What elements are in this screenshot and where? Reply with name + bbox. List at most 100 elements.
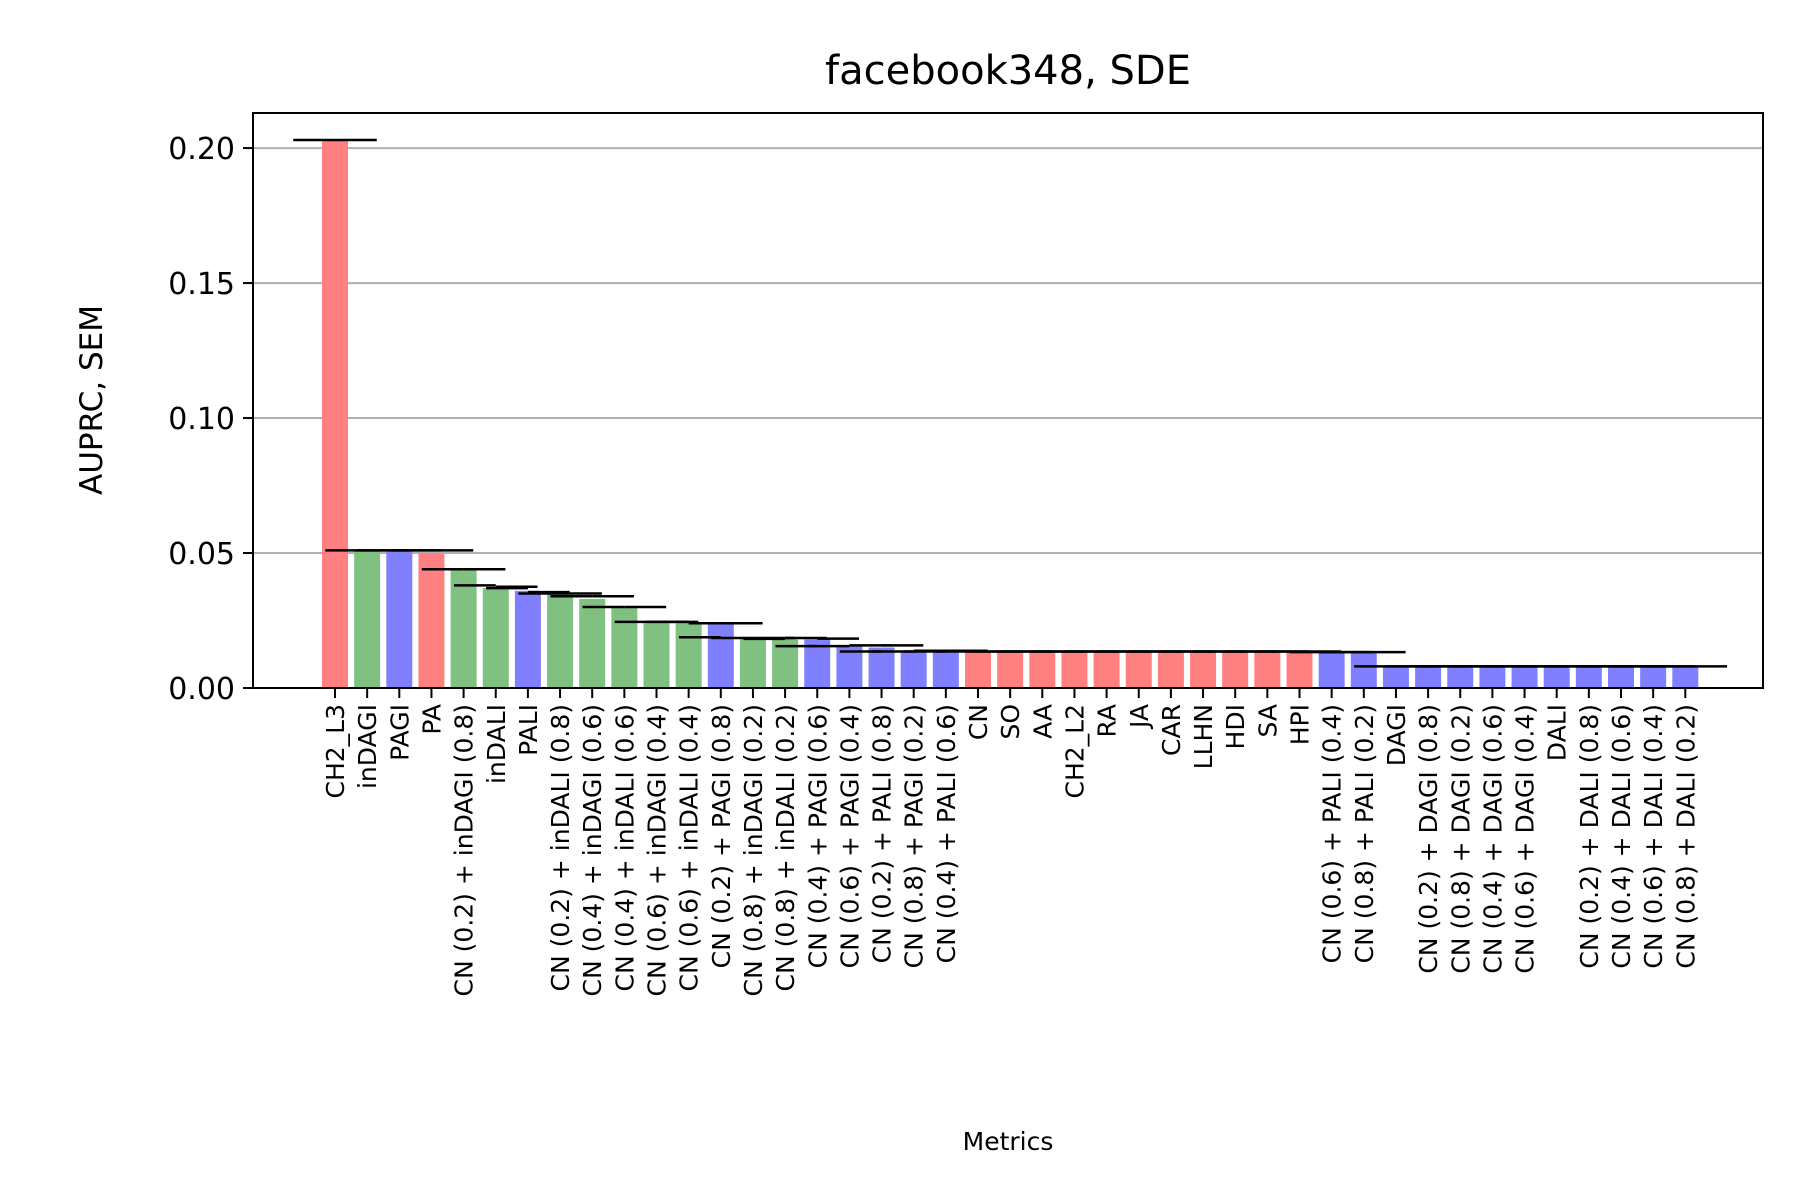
x-tick-label: CN (0.2) + inDALI (0.8)	[546, 704, 575, 991]
bar	[707, 623, 734, 688]
bar	[579, 598, 606, 688]
x-tick-label: inDALI	[482, 704, 511, 784]
x-axis-ticks: CH2_L3 inDAGI PAGI PA CN (0.2) + inDAGI (0.8…	[321, 688, 1700, 996]
bar	[1511, 666, 1538, 688]
x-tick-label: CN (0.2) + PAGI (0.8)	[707, 704, 736, 968]
bar	[739, 639, 766, 688]
bar	[322, 139, 348, 688]
bar	[836, 646, 863, 688]
bar	[900, 651, 927, 688]
bar	[1672, 666, 1699, 688]
bar	[675, 623, 702, 688]
x-tick-label: SO	[996, 704, 1025, 740]
x-axis-label: Metrics	[963, 1127, 1054, 1156]
x-tick-label: CN (0.4) + DALI (0.6)	[1607, 704, 1636, 969]
y-axis-ticks: 0.00 0.05 0.10 0.15 0.20	[168, 132, 253, 707]
x-tick-label: CN (0.6) + DAGI (0.4)	[1511, 704, 1540, 974]
x-tick-label: PALI	[514, 704, 543, 756]
x-tick-label: CN (0.6) + inDAGI (0.4)	[643, 704, 672, 996]
x-tick-label: CN (0.8) + inDAGI (0.2)	[739, 704, 768, 996]
x-tick-label: AA	[1028, 704, 1057, 739]
x-tick-label: CN (0.6) + DALI (0.4)	[1639, 704, 1668, 969]
bar	[450, 569, 477, 688]
bar	[643, 623, 670, 688]
x-tick-label: CN (0.6) + inDALI (0.4)	[675, 704, 704, 991]
y-tick-label: 0.20	[168, 132, 235, 167]
x-tick-label: CN (0.8) + inDALI (0.2)	[771, 704, 800, 991]
bar	[1543, 666, 1570, 688]
x-tick-label: CAR	[1157, 704, 1186, 756]
bar	[804, 639, 831, 688]
x-tick-label: CN (0.2) + DAGI (0.8)	[1414, 704, 1443, 974]
x-tick-label: LLHN	[1189, 704, 1218, 769]
x-tick-label: HDI	[1221, 704, 1250, 749]
y-tick-label: 0.00	[168, 672, 235, 707]
bar	[1254, 651, 1281, 688]
bar	[868, 647, 895, 688]
x-tick-label: CN (0.2) + PALI (0.8)	[868, 704, 897, 963]
y-tick-label: 0.05	[168, 537, 235, 572]
bar	[354, 550, 381, 688]
x-tick-label: CN (0.4) + PALI (0.6)	[932, 704, 961, 963]
x-tick-label: CN (0.8) + PALI (0.2)	[1350, 704, 1379, 963]
bar	[1286, 651, 1313, 688]
bar	[611, 607, 638, 688]
bar	[1029, 651, 1056, 688]
x-tick-label: inDAGI	[353, 704, 382, 789]
x-tick-label: CN (0.8) + DAGI (0.2)	[1446, 704, 1475, 974]
x-tick-label: CN (0.8) + DALI (0.2)	[1671, 704, 1700, 969]
x-tick-label: CN (0.2) + inDAGI (0.8)	[450, 704, 479, 996]
x-tick-label: CN (0.6) + PALI (0.4)	[1318, 704, 1347, 963]
x-tick-label: DALI	[1543, 704, 1572, 761]
chart-title: facebook348, SDE	[825, 48, 1191, 94]
bar	[1640, 666, 1667, 688]
grid-lines	[253, 147, 1763, 689]
bar	[418, 553, 445, 688]
x-tick-label: CN (0.4) + PAGI (0.6)	[803, 704, 832, 968]
bar	[1350, 652, 1377, 688]
x-tick-label: CN (0.4) + inDALI (0.6)	[610, 704, 639, 991]
bar	[482, 588, 509, 688]
y-tick-label: 0.10	[168, 402, 235, 437]
bar	[1479, 666, 1506, 688]
bar	[514, 590, 541, 688]
bar	[386, 551, 413, 688]
y-axis-label: AUPRC, SEM	[74, 305, 110, 495]
bar	[1222, 651, 1249, 688]
bar	[547, 593, 574, 688]
y-tick-label: 0.15	[168, 267, 235, 302]
x-tick-label: CH2_L3	[321, 704, 350, 799]
bar	[932, 651, 959, 688]
bar	[965, 651, 991, 688]
bar	[997, 651, 1024, 688]
x-tick-label: PAGI	[385, 704, 414, 761]
x-tick-label: SA	[1253, 704, 1282, 737]
x-tick-label: JA	[1125, 704, 1154, 730]
x-tick-label: RA	[1093, 704, 1122, 737]
bar	[1093, 651, 1120, 688]
bar	[1382, 666, 1409, 688]
x-tick-label: CN (0.4) + inDAGI (0.6)	[578, 704, 607, 996]
bar	[772, 639, 799, 688]
bar	[1575, 666, 1602, 688]
bars	[322, 139, 1699, 688]
bar	[1447, 666, 1474, 688]
plot-frame	[252, 112, 1764, 689]
x-tick-label: CN (0.2) + DALI (0.8)	[1575, 704, 1604, 969]
x-tick-label: HPI	[1286, 704, 1315, 745]
x-tick-label: CN (0.8) + PAGI (0.2)	[900, 704, 929, 968]
bar	[1415, 666, 1442, 688]
bar	[1061, 651, 1088, 688]
x-tick-label: CH2_L2	[1060, 704, 1089, 799]
bar	[1125, 651, 1152, 688]
x-tick-label: CN	[964, 704, 993, 740]
x-tick-label: CN (0.4) + DAGI (0.6)	[1478, 704, 1507, 974]
x-tick-label: CN (0.6) + PAGI (0.4)	[835, 704, 864, 968]
bar	[1190, 651, 1217, 688]
error-bars	[293, 138, 1728, 668]
bar	[1157, 651, 1184, 688]
x-tick-label: DAGI	[1382, 704, 1411, 766]
bar	[1608, 666, 1634, 688]
x-tick-label: PA	[417, 704, 446, 735]
